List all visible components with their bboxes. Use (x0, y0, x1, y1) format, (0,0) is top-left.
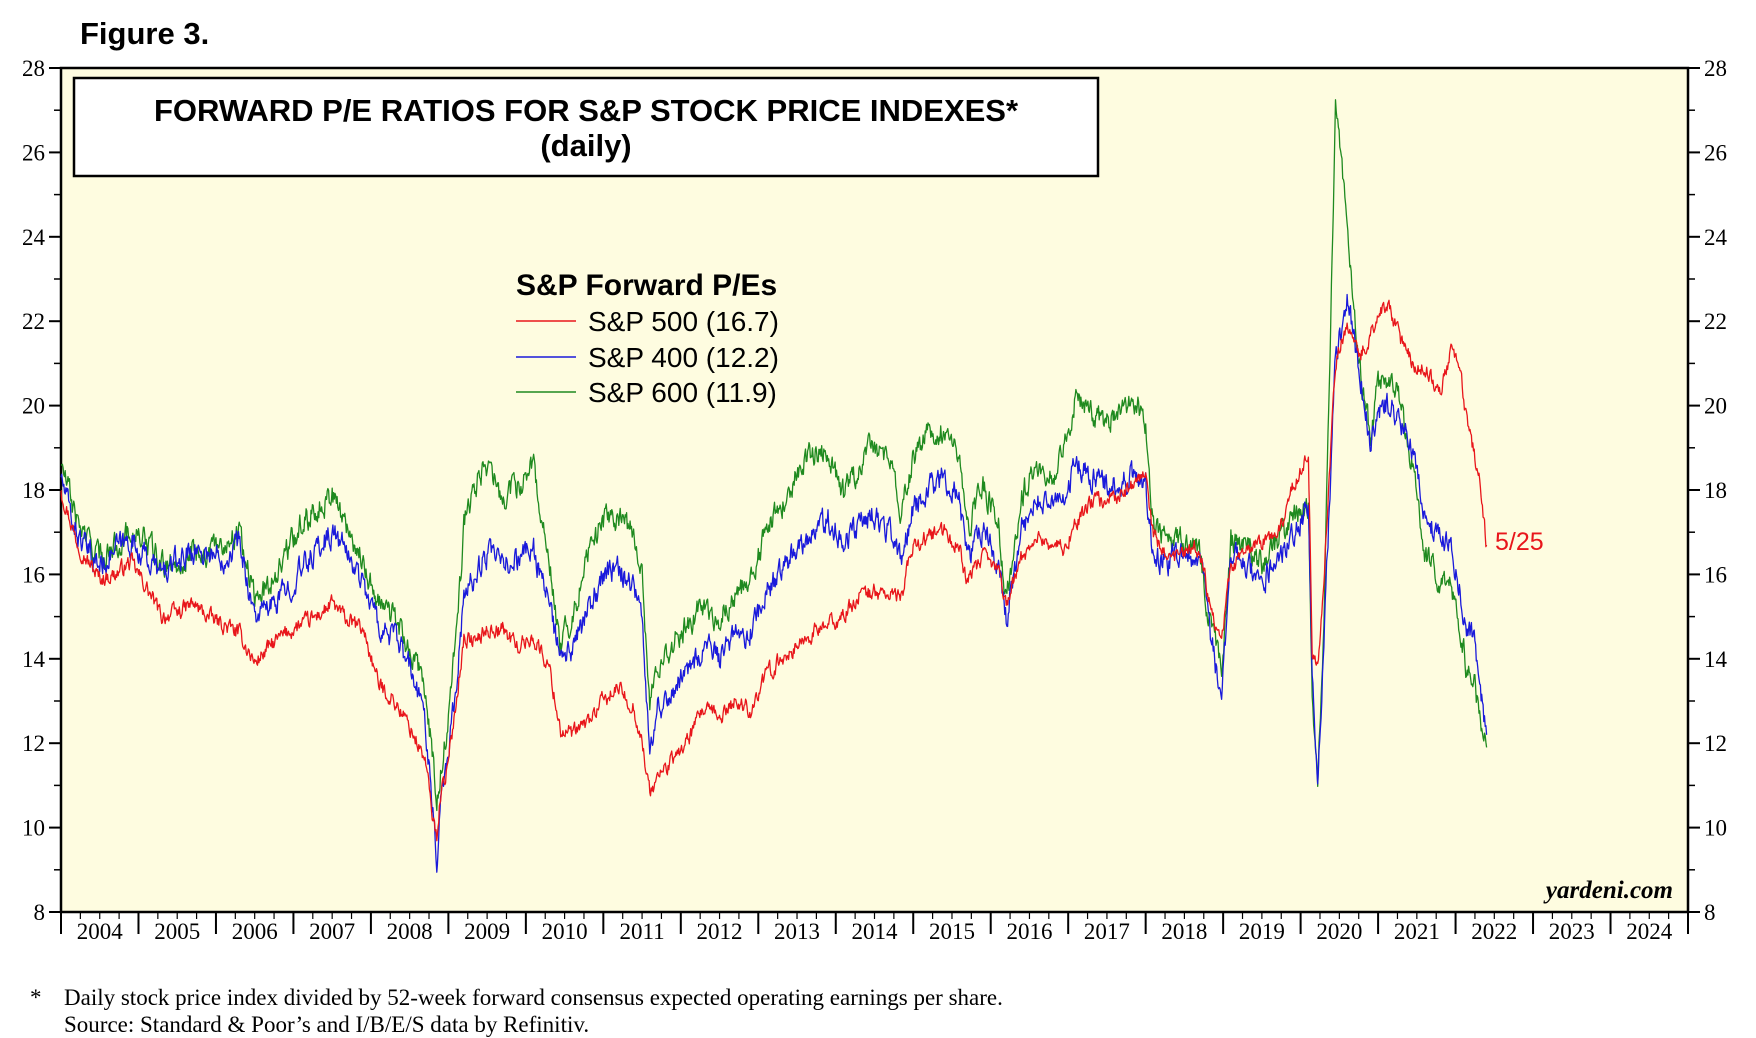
series-layer (60, 99, 1488, 873)
figure-label: Figure 3. (80, 16, 210, 51)
y-tick-label-right: 18 (1704, 478, 1727, 503)
x-tick-label: 2021 (1394, 919, 1440, 944)
chart-title: FORWARD P/E RATIOS FOR S&P STOCK PRICE I… (154, 93, 1019, 128)
y-tick-label-right: 12 (1704, 731, 1727, 756)
x-tick-label: 2013 (774, 919, 820, 944)
y-tick-label-right: 24 (1704, 225, 1728, 250)
legend-label-sp500: S&P 500 (16.7) (588, 306, 779, 337)
x-tick-label: 2023 (1549, 919, 1595, 944)
x-tick-label: 2020 (1316, 919, 1362, 944)
y-tick-label-right: 20 (1704, 394, 1727, 419)
y-tick-label-right: 8 (1704, 900, 1716, 925)
y-tick-label-left: 10 (22, 816, 45, 841)
footnote-line-1: * Daily stock price index divided by 52-w… (30, 984, 1003, 1011)
y-tick-label-left: 28 (22, 56, 45, 81)
watermark: yardeni.com (1543, 877, 1673, 904)
footnote-text-1: Daily stock price index divided by 52-we… (64, 985, 1003, 1010)
y-tick-label-left: 8 (34, 900, 46, 925)
series-line-sp600 (60, 99, 1488, 812)
y-tick-label-left: 16 (22, 562, 45, 587)
x-tick-label: 2015 (929, 919, 975, 944)
x-tick-label: 2016 (1006, 919, 1052, 944)
y-tick-label-left: 18 (22, 478, 45, 503)
y-tick-label-left: 24 (22, 225, 46, 250)
x-tick-label: 2012 (697, 919, 743, 944)
legend-label-sp400: S&P 400 (12.2) (588, 342, 779, 373)
footnote: * Daily stock price index divided by 52-w… (30, 984, 1003, 1038)
x-tick-label: 2017 (1084, 919, 1130, 944)
footnote-text-2: Source: Standard & Poor’s and I/B/E/S da… (64, 1012, 590, 1037)
y-tick-label-left: 14 (22, 647, 46, 672)
footnote-line-2: Source: Standard & Poor’s and I/B/E/S da… (30, 1011, 1003, 1038)
x-tick-label: 2022 (1471, 919, 1517, 944)
x-tick-label: 2018 (1161, 919, 1207, 944)
y-tick-label-left: 20 (22, 394, 45, 419)
x-tick-label: 2019 (1239, 919, 1285, 944)
x-tick-label: 2009 (464, 919, 510, 944)
x-tick-label: 2008 (387, 919, 433, 944)
series-line-sp400 (60, 293, 1488, 873)
last-date-annotation: 5/25 (1495, 528, 1544, 556)
x-tick-label: 2010 (542, 919, 588, 944)
footnote-marker: * (30, 985, 42, 1010)
y-tick-label-right: 26 (1704, 140, 1727, 165)
legend: S&P Forward P/Es S&P 500 (16.7) S&P 400 … (516, 269, 779, 408)
y-tick-label-left: 12 (22, 731, 45, 756)
y-tick-label-right: 28 (1704, 56, 1727, 81)
y-tick-label-right: 16 (1704, 562, 1727, 587)
chart-subtitle: (daily) (540, 128, 631, 163)
y-tick-label-right: 14 (1704, 647, 1728, 672)
plot-area (59, 66, 1690, 914)
y-tick-label-left: 22 (22, 309, 45, 334)
x-tick-label: 2014 (852, 919, 899, 944)
x-tick-label: 2024 (1626, 919, 1673, 944)
legend-label-sp600: S&P 600 (11.9) (588, 377, 777, 408)
y-tick-label-right: 22 (1704, 309, 1727, 334)
series-line-sp500 (60, 299, 1488, 842)
legend-title: S&P Forward P/Es (516, 269, 777, 302)
x-tick-label: 2011 (619, 919, 664, 944)
x-tick-label: 2007 (309, 919, 355, 944)
y-tick-label-right: 10 (1704, 816, 1727, 841)
y-tick-label-left: 26 (22, 140, 45, 165)
title-box (72, 76, 1100, 178)
x-tick-label: 2006 (232, 919, 278, 944)
x-tick-label: 2004 (77, 919, 124, 944)
x-tick-label: 2005 (154, 919, 200, 944)
